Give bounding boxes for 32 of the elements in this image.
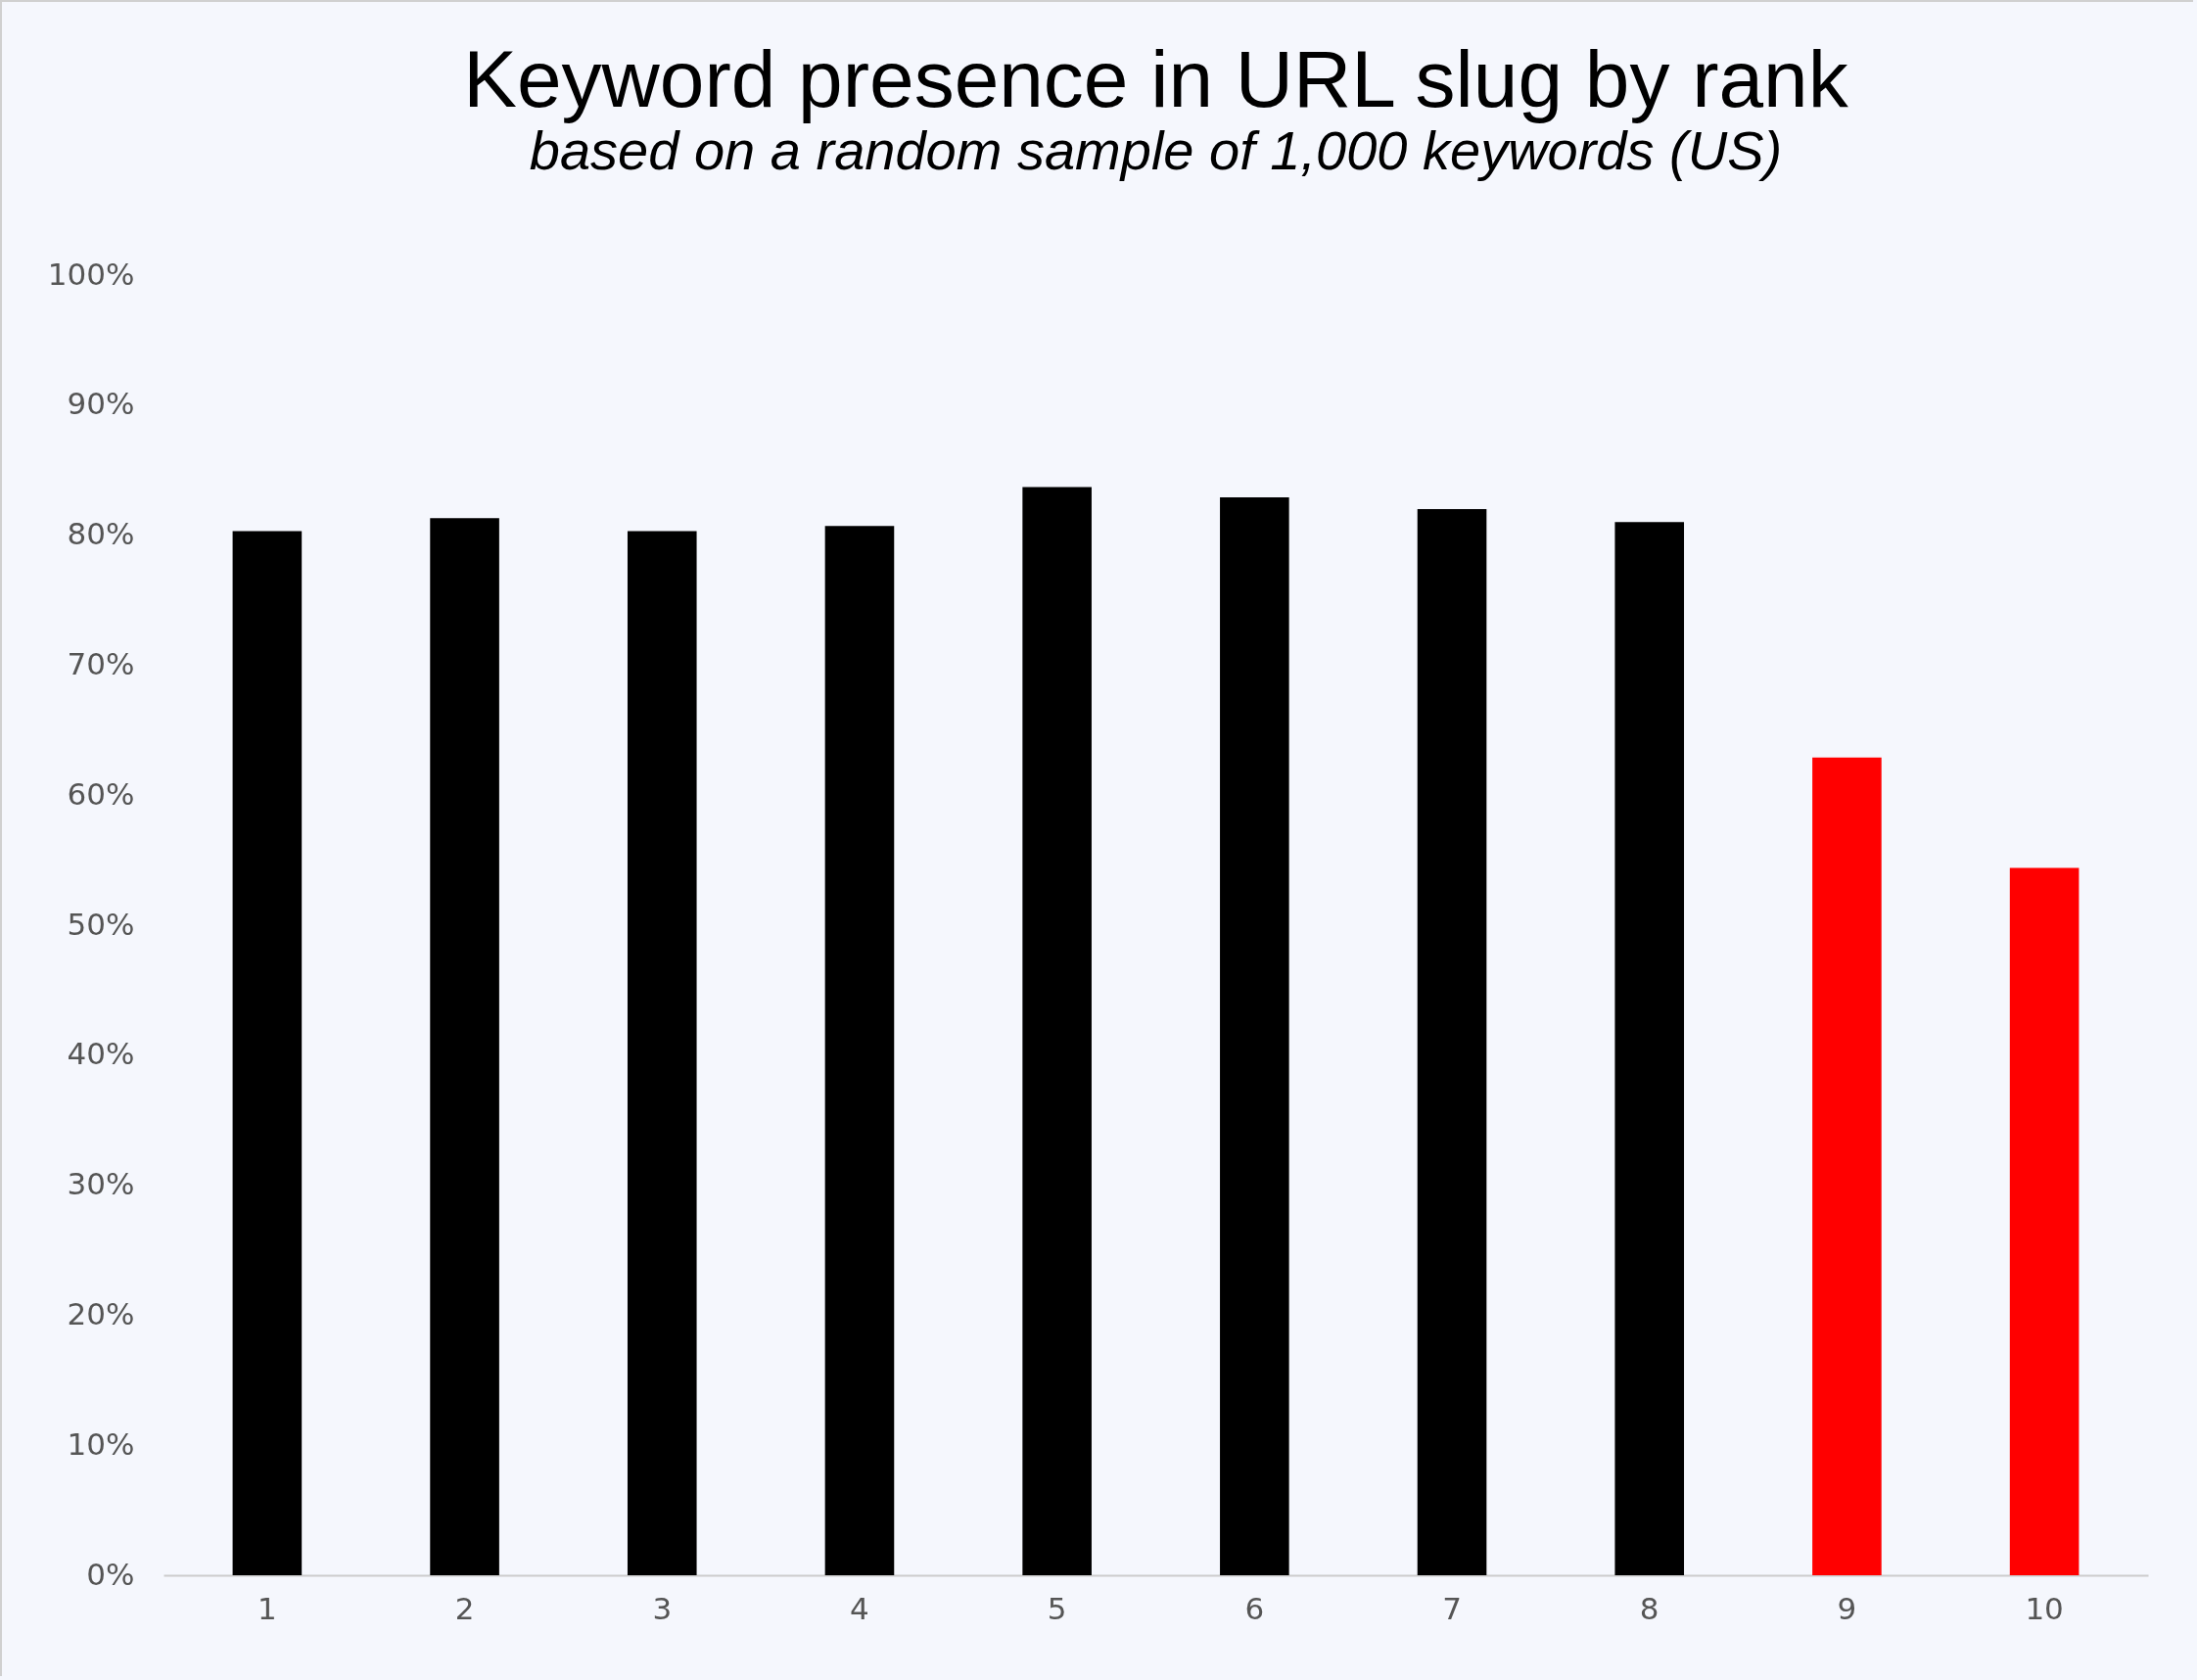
bar <box>2009 867 2080 1575</box>
x-tick-label: 4 <box>850 1590 869 1626</box>
y-tick-label: 10% <box>67 1425 135 1462</box>
bar <box>1022 487 1092 1575</box>
y-tick-label: 90% <box>67 386 135 422</box>
x-tick-label: 2 <box>454 1590 475 1626</box>
bar <box>1614 522 1685 1575</box>
x-tick-label: 6 <box>1244 1590 1265 1626</box>
y-tick-label: 50% <box>67 906 135 942</box>
x-tick-label: 5 <box>1047 1590 1067 1626</box>
bar <box>1812 757 1882 1575</box>
x-tick-label: 3 <box>652 1590 673 1626</box>
bar <box>430 518 499 1575</box>
chart-title: Keyword presence in URL slug by rank <box>463 34 1849 123</box>
x-tick-label: 10 <box>2025 1590 2064 1626</box>
bar <box>627 531 697 1575</box>
y-tick-label: 70% <box>67 645 135 681</box>
bar <box>232 531 303 1575</box>
bar <box>1417 509 1487 1575</box>
x-tick-label: 1 <box>257 1590 277 1626</box>
x-tick-label: 7 <box>1442 1590 1462 1626</box>
y-tick-label: 80% <box>67 516 135 552</box>
y-tick-label: 100% <box>47 256 135 292</box>
y-tick-label: 40% <box>67 1036 135 1072</box>
y-tick-label: 20% <box>67 1295 135 1331</box>
y-tick-label: 30% <box>67 1166 135 1202</box>
bar <box>1220 497 1289 1575</box>
x-tick-label: 9 <box>1837 1590 1857 1626</box>
bar <box>824 526 895 1575</box>
x-tick-label: 8 <box>1639 1590 1659 1626</box>
y-tick-label: 0% <box>86 1556 135 1592</box>
y-tick-label: 60% <box>67 775 135 812</box>
